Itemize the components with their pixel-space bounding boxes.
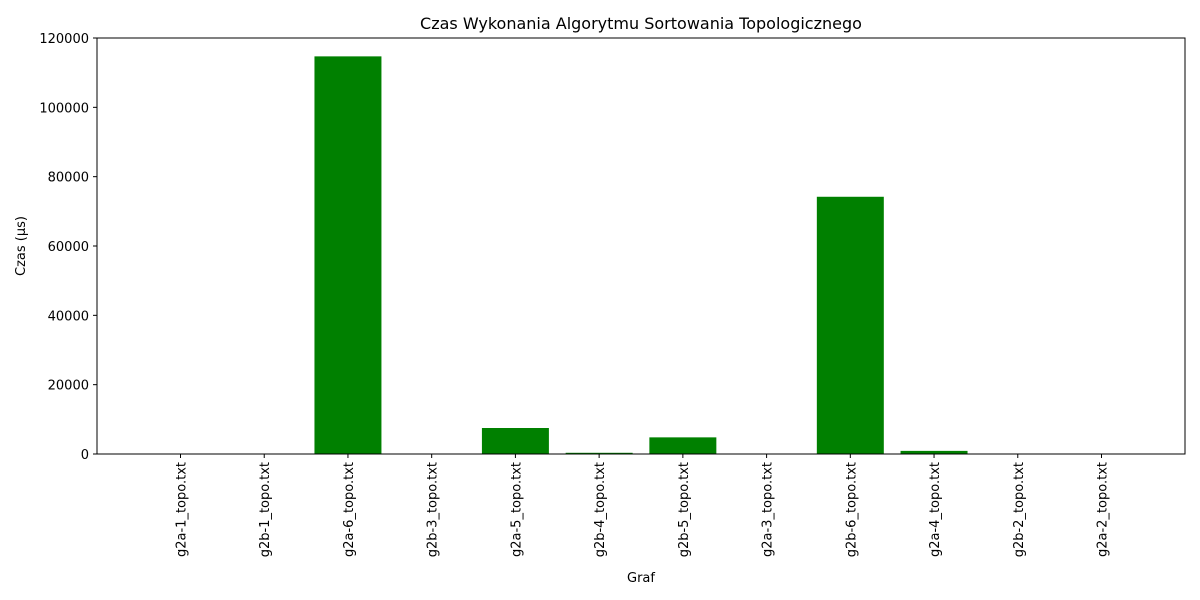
y-tick-label-4: 80000 [48, 171, 89, 186]
y-tick-label-5: 100000 [39, 101, 89, 116]
bar-9 [900, 450, 968, 454]
x-tick-label-6: g2b-5_topo.txt [677, 462, 692, 557]
x-tick-label-11: g2a-2_topo.txt [1096, 462, 1111, 557]
x-axis: g2a-1_topo.txt g2b-1_topo.txt g2a-6_topo.t… [175, 454, 1111, 557]
bar-6 [649, 437, 717, 454]
x-axis-label: Graf [627, 571, 655, 586]
x-tick-label-5: g2b-4_topo.txt [593, 462, 608, 557]
x-tick-label-2: g2a-6_topo.txt [342, 462, 357, 557]
x-tick-label-1: g2b-1_topo.txt [258, 462, 273, 557]
bar-8 [816, 196, 884, 454]
x-tick-label-10: g2b-2_topo.txt [1012, 462, 1027, 557]
y-axis: 0 20000 40000 60000 80000 100000 120000 [39, 32, 97, 463]
y-tick-label-6: 120000 [39, 32, 89, 47]
x-tick-label-8: g2b-6_topo.txt [844, 462, 859, 557]
y-tick-label-2: 40000 [48, 309, 89, 324]
x-tick-label-3: g2b-3_topo.txt [426, 462, 441, 557]
x-tick-label-4: g2a-5_topo.txt [509, 462, 524, 557]
bar-2 [314, 56, 382, 455]
y-tick-label-0: 0 [81, 448, 89, 463]
x-tick-label-9: g2a-4_topo.txt [928, 462, 943, 557]
y-tick-label-3: 60000 [48, 240, 89, 255]
chart-title: Czas Wykonania Algorytmu Sortowania Topo… [420, 14, 862, 33]
x-tick-label-0: g2a-1_topo.txt [175, 462, 190, 557]
y-axis-label: Czas (µs) [14, 216, 29, 276]
x-tick-label-7: g2a-3_topo.txt [761, 462, 776, 557]
bar-5 [565, 452, 633, 454]
bars-group [147, 56, 1135, 455]
y-tick-label-1: 20000 [48, 379, 89, 394]
bar-4 [481, 428, 549, 454]
